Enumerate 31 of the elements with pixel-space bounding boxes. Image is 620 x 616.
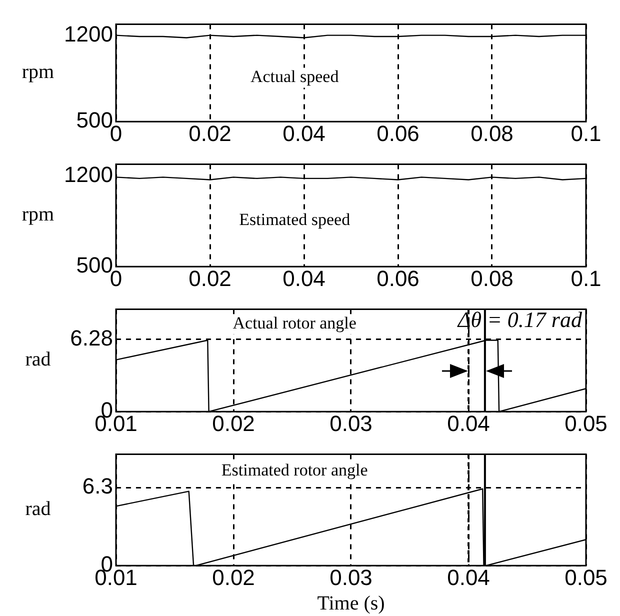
x-tick-label: 0.05	[564, 410, 608, 436]
y-axis-title: rpm	[22, 204, 55, 226]
y-tick-label: 1200	[64, 21, 113, 46]
x-tick-label: 0.06	[376, 266, 420, 291]
annotation: Estimated speed	[239, 210, 351, 229]
annotation: Actual speed	[250, 67, 340, 86]
x-tick-label: 0.02	[188, 120, 232, 146]
x-tick-label: 0.04	[282, 266, 326, 291]
annotation: Estimated rotor angle	[221, 460, 368, 480]
x-tick-label: 0.02	[188, 266, 232, 291]
y-tick-label: 6.3	[82, 474, 113, 499]
x-tick-label: 0.05	[564, 564, 608, 590]
x-tick-label: 0.04	[447, 564, 490, 590]
y-tick-label: 1200	[64, 162, 113, 187]
x-tick-label: 0.04	[282, 120, 326, 146]
x-tick-label: 0.08	[470, 120, 514, 146]
x-tick-label: 0.04	[447, 410, 490, 436]
y-axis-title: rad	[25, 498, 51, 520]
x-tick-label: 0.02	[212, 410, 255, 436]
x-tick-label: 0.06	[376, 120, 420, 146]
x-tick-label: 0.08	[470, 266, 514, 291]
x-tick-label: 0.03	[330, 564, 372, 590]
x-tick-label: 0.1	[570, 120, 602, 146]
y-tick-label: 6.28	[70, 325, 113, 350]
x-axis-title: Time (s)	[317, 592, 385, 614]
x-tick-label: 0.03	[330, 410, 372, 436]
x-tick-label: 0.02	[212, 564, 255, 590]
x-tick-label: 0.1	[570, 266, 602, 291]
annotation: Actual rotor angle	[232, 314, 356, 333]
y-axis-title: rad	[25, 348, 51, 371]
y-axis-title: rpm	[22, 61, 55, 84]
